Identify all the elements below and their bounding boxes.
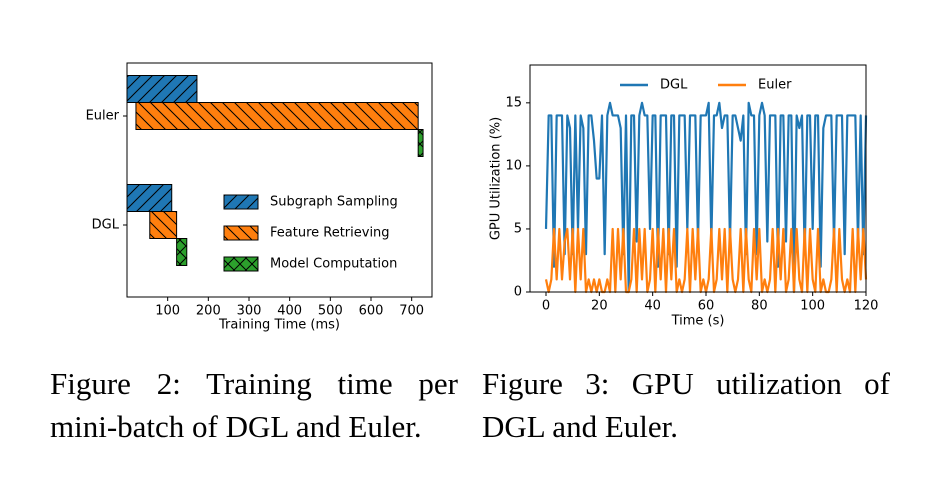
bar	[135, 102, 419, 130]
x-tick-label: 100	[800, 299, 825, 314]
x-tick-label: 200	[196, 304, 221, 319]
x-tick-label: 60	[698, 299, 715, 314]
legend-swatch	[223, 225, 259, 241]
bar	[126, 75, 198, 103]
x-axis-label: Time (s)	[671, 314, 725, 329]
x-axis-label: Training Time (ms)	[218, 318, 340, 333]
x-tick-label: 100	[155, 304, 180, 319]
legend-label: Model Computation	[270, 257, 397, 272]
legend-label: Feature Retrieving	[270, 226, 390, 241]
x-tick-label: 0	[542, 299, 550, 314]
x-tick-label: 120	[854, 299, 879, 314]
bar	[126, 184, 173, 212]
x-tick-label: 40	[644, 299, 661, 314]
x-tick-label: 500	[318, 304, 343, 319]
x-tick-label: 700	[399, 304, 424, 319]
y-tick-label: 5	[514, 221, 522, 236]
bar	[149, 211, 178, 239]
x-tick-label: 20	[591, 299, 608, 314]
x-tick-label: 80	[751, 299, 768, 314]
legend-swatch	[223, 256, 259, 272]
legend-swatch	[223, 194, 259, 210]
y-tick-label: 0	[514, 285, 522, 300]
y-axis-label: GPU Utilization (%)	[489, 117, 504, 240]
bar	[417, 129, 424, 157]
legend-label: Subgraph Sampling	[270, 195, 398, 210]
x-tick-label: 300	[237, 304, 262, 319]
y-tick-label: 10	[505, 158, 522, 173]
axes-frame	[126, 62, 433, 298]
y-tick-label: 15	[505, 95, 522, 110]
y-tick-label: Euler	[86, 109, 120, 124]
caption: Figure 3: GPU utilization of DGL and Eul…	[482, 366, 890, 444]
legend-label: DGL	[660, 78, 688, 93]
x-tick-label: 400	[277, 304, 302, 319]
x-tick-label: 600	[359, 304, 384, 319]
legend-label: Euler	[758, 78, 792, 93]
axes-frame	[529, 64, 867, 293]
y-tick-label: DGL	[92, 218, 120, 233]
bar	[176, 238, 188, 266]
caption: Figure 2: Training time per mini-batch o…	[50, 366, 458, 444]
line	[544, 227, 868, 294]
line	[544, 101, 868, 294]
